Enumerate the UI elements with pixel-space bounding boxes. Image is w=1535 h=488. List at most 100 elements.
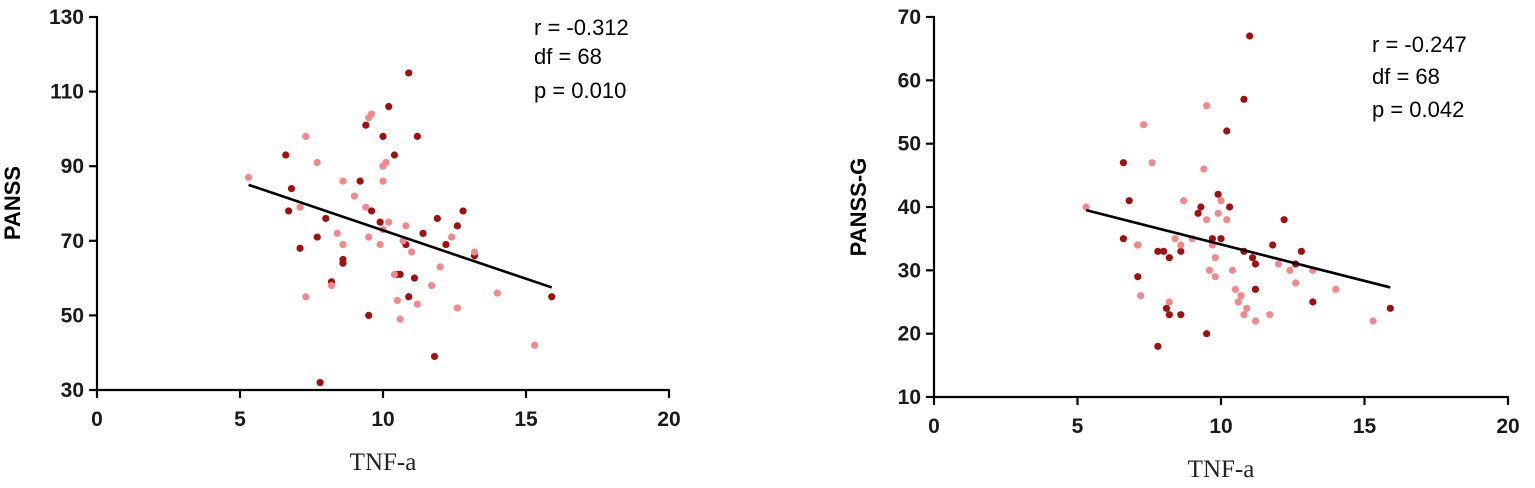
data-point [548,293,556,301]
data-point [1148,159,1156,167]
data-point [1251,260,1260,268]
y-tick-label: 30 [898,259,921,282]
x-tick-label: 10 [1209,415,1232,438]
data-point [362,121,370,129]
x-tick-label: 5 [234,408,246,431]
data-point [1243,304,1251,312]
panss-g-chart: r = -0.247 df = 68 p = 0.042 10203040506… [846,6,1520,483]
data-point [339,240,347,249]
data-point [1203,216,1211,224]
data-point [333,229,341,237]
data-point [1223,127,1231,135]
data-point [390,151,399,159]
data-point [1154,342,1162,350]
data-point [390,270,399,278]
data-point [1223,216,1231,224]
data-point [1297,247,1305,255]
regression-line [1085,208,1391,289]
data-point [1246,32,1254,40]
data-point [1139,121,1148,129]
data-point [1251,285,1260,293]
data-point [1231,285,1239,293]
data-point [244,173,253,181]
y-tick-label: 70 [61,230,84,253]
x-tick-label: 5 [1072,415,1084,438]
data-point [1119,235,1128,243]
y-axis-label: PANSS-G [846,158,871,257]
x-tick-label: 20 [657,408,680,431]
data-point [1286,266,1294,274]
data-point [339,177,347,185]
data-point [1217,235,1225,243]
data-point [285,207,293,215]
data-point [1203,102,1211,110]
stat-df: df = 68 [1372,64,1440,89]
y-tick-label: 40 [898,196,921,219]
data-point [413,132,421,140]
data-point [1228,266,1237,274]
data-point [1194,209,1202,217]
data-point [1180,197,1188,205]
y-tick-label: 50 [898,133,921,156]
stat-p: p = 0.010 [534,78,626,103]
data-point [1134,273,1142,281]
data-point [322,214,330,223]
data-point [493,289,501,297]
y-tick-label: 10 [898,386,921,409]
y-tick-label: 130 [49,6,84,29]
data-point [428,281,436,290]
x-axis-label: TNF-a [1188,456,1255,483]
data-point [408,248,416,256]
data-point [1234,298,1242,306]
data-point [296,244,304,252]
data-point [433,214,441,223]
data-point [470,248,479,256]
data-point [1214,190,1222,198]
y-tick-label: 110 [50,81,84,104]
data-point [402,222,410,230]
data-point [287,184,296,193]
data-point [1177,247,1185,255]
data-point [1165,311,1173,319]
data-point [1217,197,1225,205]
data-point [1211,254,1219,262]
data-point [376,218,384,226]
data-point [1160,247,1168,255]
data-point [282,151,290,159]
data-point [1205,266,1214,274]
x-tick-label: 10 [371,408,394,431]
data-point [1200,165,1208,173]
x-tick-label: 15 [1353,415,1377,438]
data-point [396,315,404,323]
data-point [530,341,539,349]
data-point [313,158,321,167]
data-point [1082,203,1090,211]
y-tick-label: 30 [61,379,84,402]
data-point [382,158,390,167]
data-point [1214,209,1222,217]
data-point [379,132,387,140]
data-point [419,229,427,237]
x-tick-label: 0 [91,408,103,431]
data-point [405,69,413,77]
data-point [1162,304,1171,312]
data-point [1165,298,1173,306]
stat-r: r = -0.312 [534,15,629,40]
data-point [365,233,373,241]
data-point [350,192,358,200]
data-point [1332,285,1340,293]
data-point [385,218,393,226]
data-point [430,352,439,361]
data-point [1171,235,1179,243]
data-point [1292,279,1300,287]
stat-df: df = 68 [534,44,602,69]
data-point [1165,254,1173,262]
data-point [1177,311,1185,319]
x-tick-label: 20 [1496,415,1519,438]
data-point [1197,203,1205,211]
data-point [313,233,321,241]
data-point [1177,241,1185,249]
data-point [1248,254,1257,262]
stat-p: p = 0.042 [1372,97,1464,122]
